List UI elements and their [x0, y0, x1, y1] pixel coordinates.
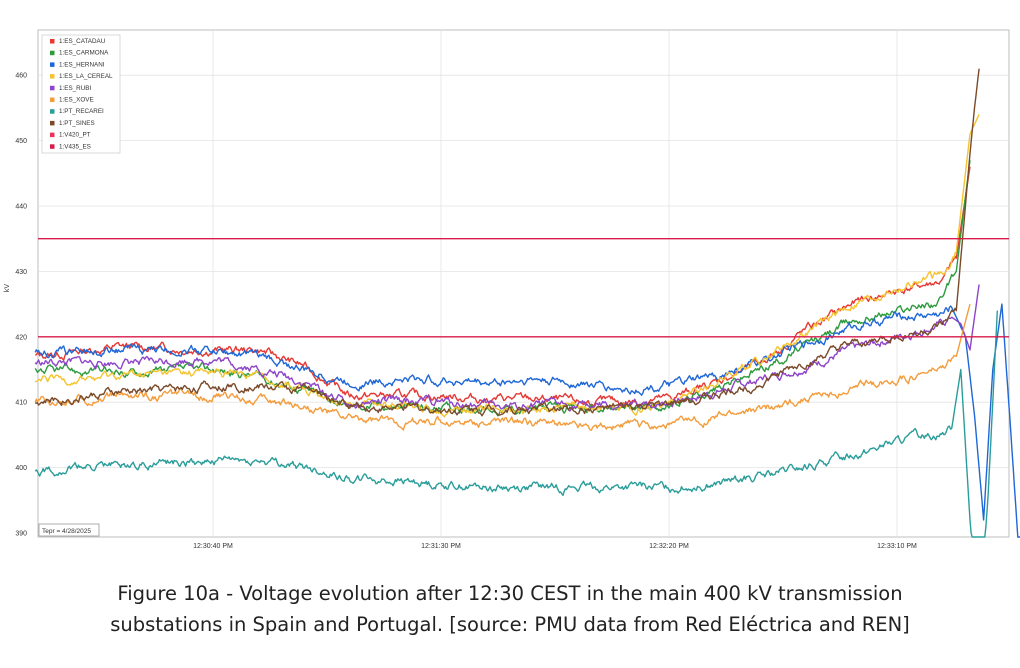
caption-line-1: Figure 10a - Voltage evolution after 12:… — [117, 582, 903, 605]
legend-label: 1:V435_ES — [59, 143, 91, 150]
caption-line-2: substations in Spain and Portugal. [sour… — [110, 613, 910, 636]
legend-swatch — [50, 132, 55, 138]
y-tick-label: 450 — [15, 138, 27, 145]
y-tick-label: 420 — [15, 334, 27, 341]
legend-swatch — [50, 109, 55, 114]
y-tick-label: 460 — [15, 73, 27, 80]
y-tick-label: 410 — [15, 400, 27, 407]
legend-label: 1:ES_RUBI — [59, 85, 91, 92]
x-axis: 12:30:40 PM 12:31:30 PM 12:32:20 PM 12:33:1… — [193, 543, 917, 550]
y-tick-label: 430 — [15, 269, 27, 276]
x-tick-label: 12:30:40 PM — [193, 543, 233, 550]
x-tick-label: 12:33:10 PM — [877, 543, 917, 550]
series-line-1-pt-sines — [34, 68, 980, 417]
legend: 1:ES_CATADAU 1:ES_CARMONA 1:ES_HERNANI 1:ES… — [41, 34, 121, 154]
reference-lines — [38, 238, 1009, 338]
y-tick-label: 400 — [15, 465, 27, 472]
date-label: Tepr = 4/28/2025 — [42, 528, 91, 535]
y-axis: 390 400 410 420 430 440 450 460 — [15, 73, 27, 538]
date-badge-box — [38, 523, 100, 537]
series-lines — [34, 68, 1020, 538]
grid — [38, 30, 1009, 537]
figure-caption: Figure 10a - Voltage evolution after 12:… — [0, 578, 1020, 640]
y-tick-label: 440 — [15, 204, 27, 211]
legend-swatch — [50, 85, 55, 91]
legend-label: 1:ES_CARMONA — [59, 50, 109, 57]
legend-swatch — [50, 120, 55, 126]
legend-label: 1:PT_RECAREI — [59, 108, 104, 115]
series-line-1-es-rubi — [34, 284, 980, 412]
x-tick-label: 12:31:30 PM — [421, 543, 461, 550]
y-axis-label: kV — [4, 284, 11, 293]
legend-box — [41, 34, 121, 154]
legend-swatch — [50, 62, 55, 67]
legend-swatch — [50, 144, 55, 149]
legend-label: 1:ES_HERNANI — [59, 61, 105, 68]
legend-swatch — [50, 50, 55, 56]
series-line-1-pt-recarei — [34, 310, 998, 538]
legend-swatch — [50, 39, 55, 44]
series-line-1-es-catadau — [35, 166, 971, 409]
y-tick-label: 390 — [15, 531, 27, 538]
legend-label: 1:ES_LA_CEREAL — [59, 73, 113, 80]
legend-label: 1:ES_CATADAU — [59, 38, 106, 45]
legend-label: 1:V420_PT — [59, 132, 91, 139]
legend-swatch — [50, 97, 55, 102]
legend-swatch — [50, 74, 55, 79]
series-line-1-es-hernani — [34, 303, 1020, 538]
date-badge: Tepr = 4/28/2025 — [38, 523, 100, 537]
legend-label: 1:ES_XOVE — [59, 97, 94, 104]
plot-area — [37, 29, 1010, 538]
series-line-1-es-la-cereal — [34, 114, 980, 418]
x-tick-label: 12:32:20 PM — [649, 543, 689, 550]
legend-label: 1:PT_SINES — [59, 120, 95, 127]
